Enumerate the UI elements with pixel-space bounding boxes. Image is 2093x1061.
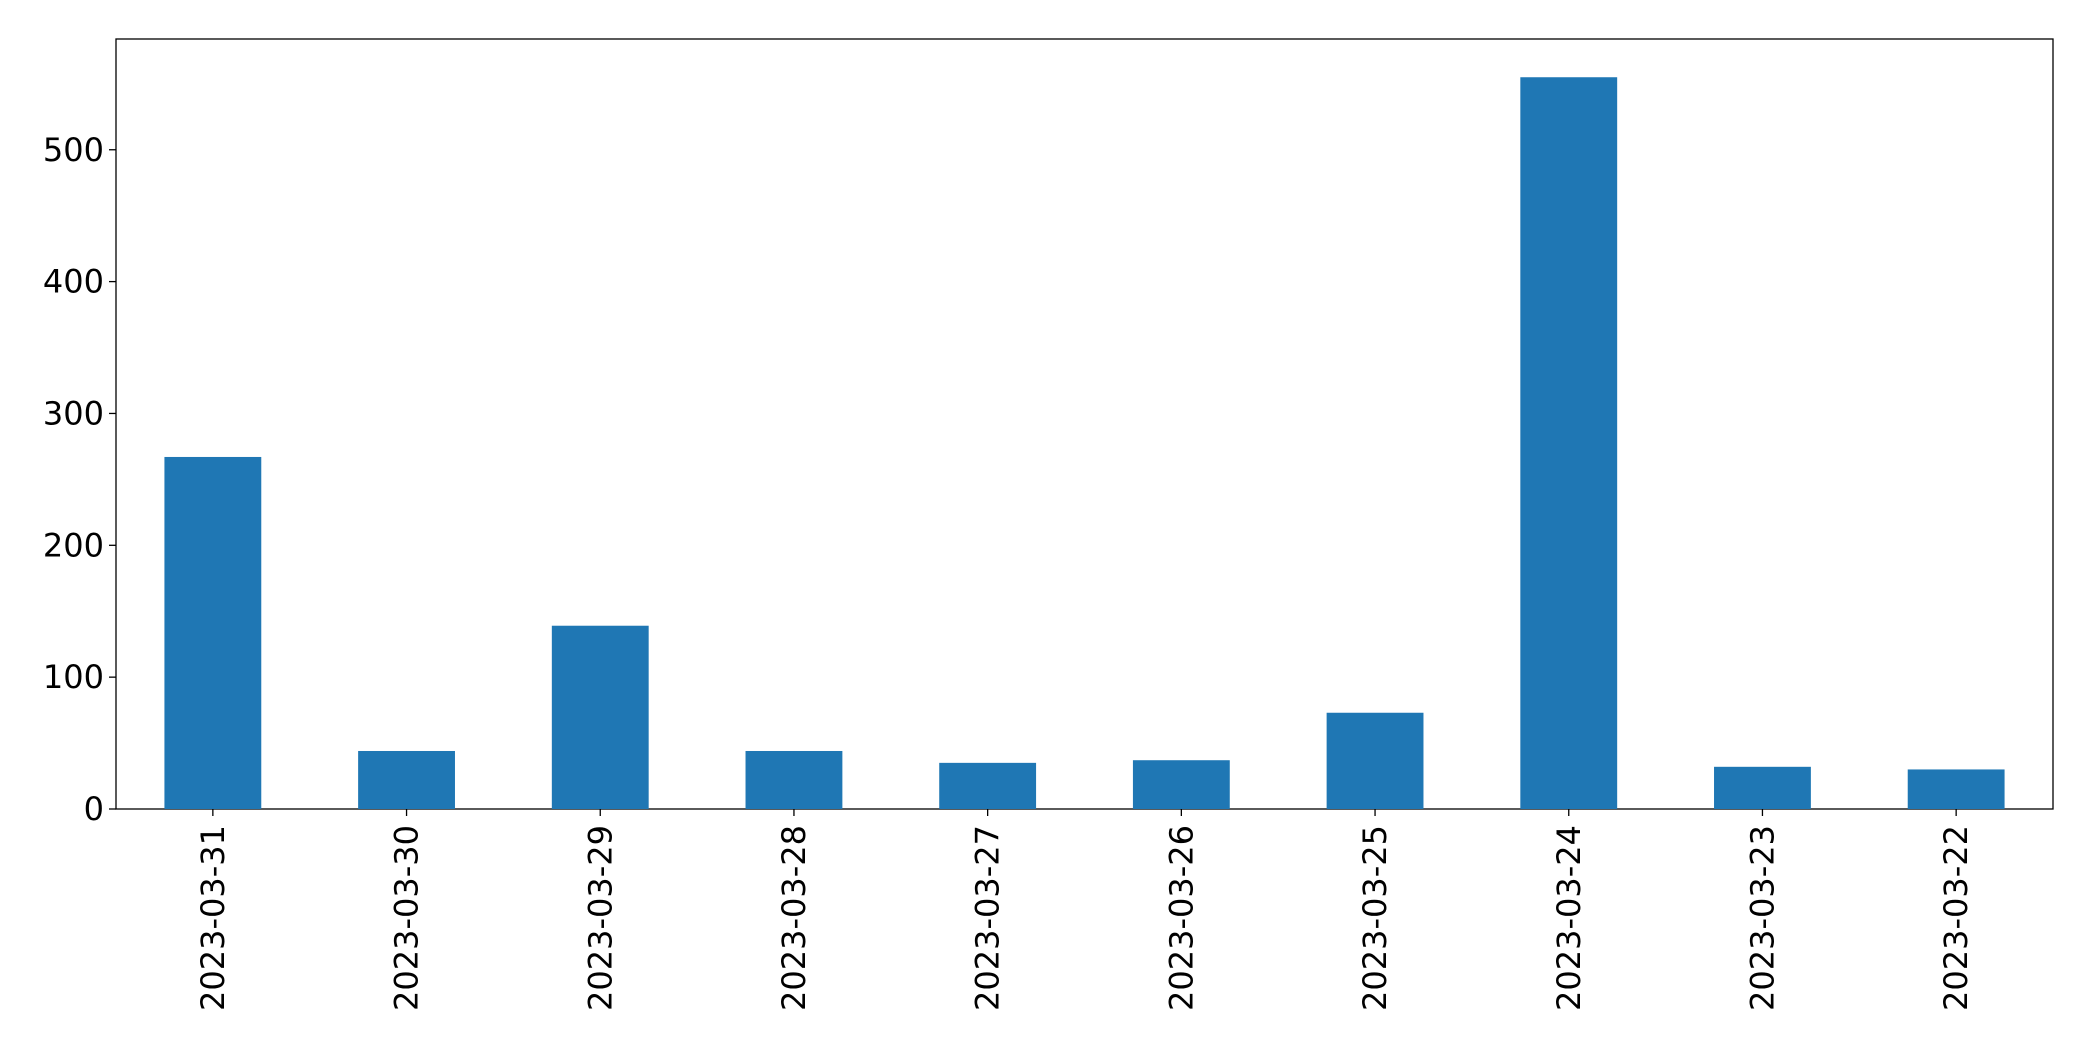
bar — [358, 750, 455, 809]
x-tick-label: 2023-03-30 — [388, 825, 426, 1011]
bar — [1520, 77, 1618, 809]
bar — [551, 625, 649, 809]
y-tick-label: 200 — [43, 526, 104, 564]
bar — [939, 762, 1037, 809]
y-tick-label: 300 — [43, 394, 104, 432]
bar — [1714, 766, 1811, 809]
x-tick-label: 2023-03-27 — [969, 825, 1007, 1011]
x-tick-label: 2023-03-31 — [194, 825, 232, 1011]
bar — [745, 750, 843, 809]
x-tick-label: 2023-03-23 — [1743, 825, 1781, 1011]
plot-frame — [115, 38, 2054, 810]
x-tick-label: 2023-03-22 — [1937, 825, 1975, 1011]
bar — [1132, 760, 1230, 809]
bar — [1907, 769, 2005, 809]
x-tick-label: 2023-03-26 — [1162, 825, 1200, 1011]
x-tick-label: 2023-03-28 — [775, 825, 813, 1011]
bar — [164, 456, 262, 809]
bar — [1326, 712, 1424, 809]
y-tick-label: 100 — [43, 658, 104, 696]
x-tick-label: 2023-03-24 — [1550, 825, 1588, 1011]
y-tick-label: 500 — [43, 131, 104, 169]
x-tick-label: 2023-03-25 — [1356, 825, 1394, 1011]
y-tick-label: 0 — [84, 790, 104, 828]
x-tick-label: 2023-03-29 — [581, 825, 619, 1011]
y-tick-label: 400 — [43, 263, 104, 301]
